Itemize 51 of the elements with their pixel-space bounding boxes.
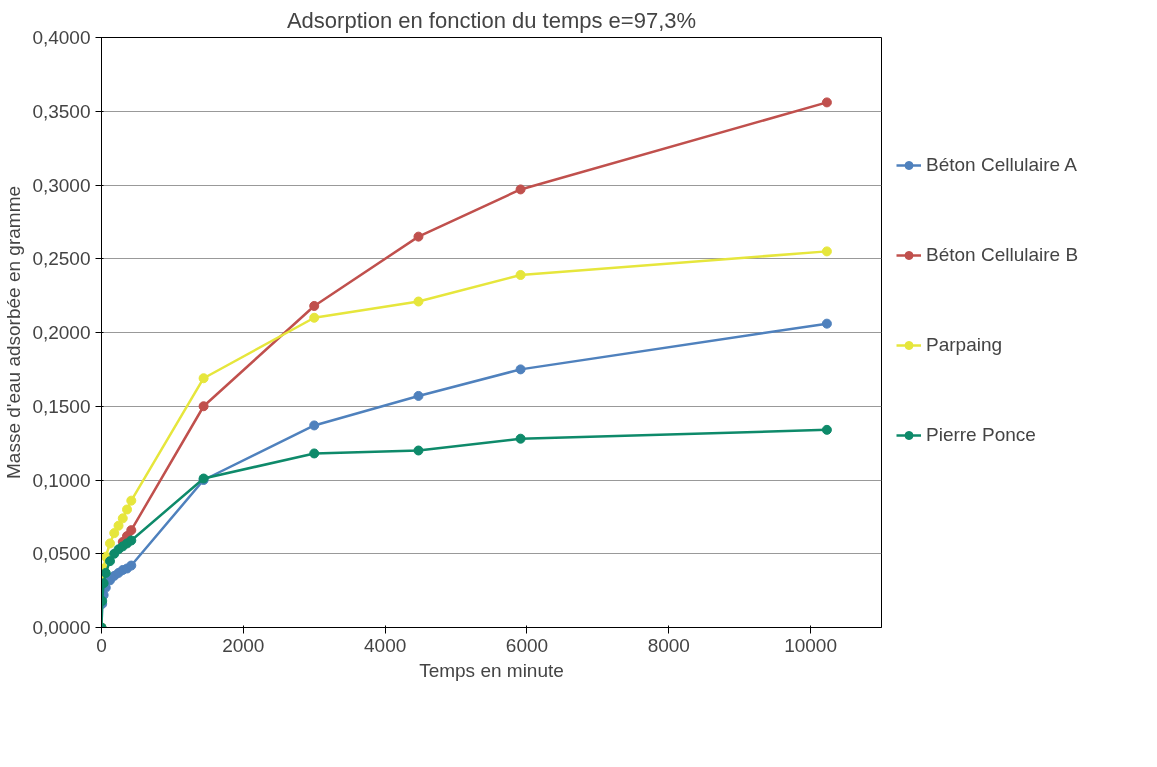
y-tick-label: 0,0000 bbox=[32, 617, 91, 638]
point bbox=[198, 401, 209, 412]
legend-label: Béton Cellulaire B bbox=[926, 243, 1079, 267]
y-tick-label: 0,3500 bbox=[32, 100, 91, 122]
point bbox=[821, 97, 832, 108]
x-tick-label: 0 bbox=[96, 634, 107, 656]
y-tick-label: 0,1000 bbox=[32, 469, 91, 491]
y-tick-label: 0,0500 bbox=[32, 543, 91, 565]
x-tick-label: 4000 bbox=[364, 634, 407, 656]
y-tick-label: 0,2000 bbox=[32, 322, 91, 343]
x-tick-label: 2000 bbox=[222, 634, 265, 656]
x-tick-label: 6000 bbox=[505, 634, 549, 656]
chart-title: Adsorption en fonction du temps e=97,3% bbox=[286, 7, 697, 33]
point bbox=[821, 318, 832, 329]
point bbox=[198, 373, 209, 384]
point bbox=[309, 420, 320, 431]
point bbox=[105, 556, 116, 567]
legend-label: Pierre Ponce bbox=[926, 423, 1036, 447]
y-tick-label: 0,1500 bbox=[32, 395, 91, 417]
point bbox=[413, 296, 424, 307]
legend-label: Béton Cellulaire A bbox=[926, 153, 1078, 177]
point bbox=[309, 312, 320, 323]
point bbox=[515, 433, 526, 444]
point bbox=[117, 513, 128, 524]
point bbox=[309, 448, 320, 459]
point bbox=[113, 520, 124, 531]
y-axis-title: Masse d'eau adsorbée en gramme bbox=[3, 185, 25, 480]
point bbox=[101, 567, 111, 578]
point bbox=[126, 495, 137, 506]
point bbox=[126, 535, 137, 546]
point bbox=[309, 300, 320, 311]
point bbox=[109, 528, 120, 539]
point bbox=[413, 390, 424, 401]
point bbox=[105, 538, 116, 549]
legend-label: Parpaing bbox=[926, 333, 1003, 357]
point bbox=[515, 269, 526, 280]
point bbox=[122, 504, 133, 515]
x-tick-label: 8000 bbox=[647, 634, 690, 656]
point bbox=[126, 525, 137, 536]
x-axis-title: Temps en minute bbox=[419, 659, 564, 681]
point bbox=[413, 445, 424, 456]
point bbox=[515, 184, 526, 195]
point bbox=[126, 560, 137, 571]
y-tick-label: 0,3000 bbox=[32, 174, 91, 196]
x-tick-label: 10000 bbox=[784, 634, 838, 656]
point bbox=[821, 246, 832, 257]
point bbox=[413, 231, 424, 242]
point bbox=[821, 424, 832, 435]
y-tick-label: 0,2500 bbox=[32, 248, 91, 270]
y-tick-label: 0,4000 bbox=[32, 27, 91, 48]
point bbox=[515, 364, 526, 375]
